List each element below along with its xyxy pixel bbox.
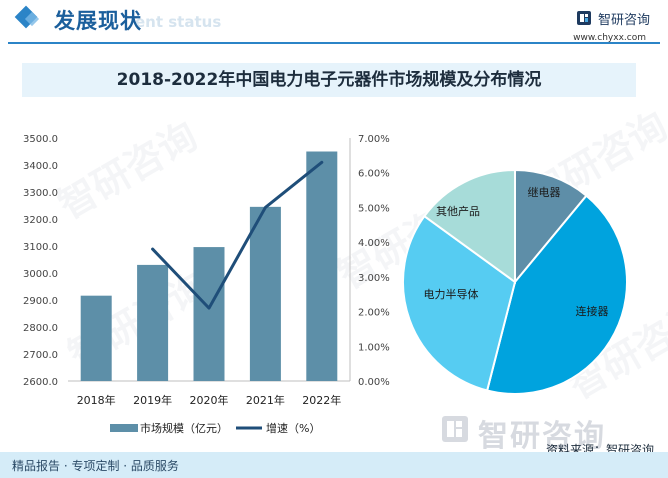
x-tick-label: 2020年 (190, 393, 229, 407)
legend-label-line: 增速（%） (266, 421, 320, 435)
y-right-tick-label: 1.00% (358, 342, 390, 353)
header-title: 发展现状 (54, 9, 142, 33)
header-subtitle-en: ent status (135, 13, 222, 31)
y-left-tick-label: 3100.0 (23, 242, 58, 253)
pie-slice (485, 194, 628, 395)
brand-name: 智研咨询 (597, 12, 650, 28)
brand-logo-icon (576, 11, 591, 25)
y-right-tick-label: 0.00% (358, 377, 390, 388)
y-right-tick-label: 7.00% (358, 134, 390, 145)
chart-title-band: 2018-2022年中国电力电子元器件市场规模及分布情况 (22, 63, 636, 97)
y-left-tick-label: 2900.0 (23, 296, 58, 307)
footer-bar: 精品报告 · 专项定制 · 品质服务 (0, 452, 668, 478)
brand[interactable]: 智研咨询 (576, 8, 650, 28)
y-left-tick-label: 3300.0 (23, 188, 58, 199)
pie-slice (514, 168, 588, 285)
footer-watermark: 智研咨询 (478, 419, 606, 454)
y-right-tick-label: 5.00% (358, 203, 390, 214)
footer-logo-icon (442, 416, 468, 442)
bar (249, 206, 281, 381)
y-left-tick-label: 2700.0 (23, 350, 58, 361)
pie-slice (422, 168, 516, 284)
x-tick-label: 2018年 (77, 393, 116, 407)
pie-slice (402, 214, 517, 392)
bar (80, 295, 112, 381)
y-left-tick-label: 2800.0 (23, 323, 58, 334)
y-left-tick-label: 3000.0 (23, 269, 58, 280)
x-tick-label: 2019年 (133, 393, 172, 407)
bar (306, 151, 338, 381)
legend-swatch-bar (110, 424, 138, 432)
chart-title: 2018-2022年中国电力电子元器件市场规模及分布情况 (116, 70, 542, 90)
bar (193, 247, 225, 381)
y-left-tick-label: 3500.0 (23, 134, 58, 145)
x-tick-label: 2022年 (302, 393, 341, 407)
y-left-tick-label: 3200.0 (23, 215, 58, 226)
pie-slice-label: 继电器 (528, 186, 561, 199)
bar (137, 264, 169, 381)
y-right-tick-label: 6.00% (358, 169, 390, 180)
y-right-tick-label: 4.00% (358, 238, 390, 249)
bar-chart: 2600.0 2700.0 2800.0 2900.0 3000.0 3100.0 3200… (23, 134, 390, 407)
growth-line (151, 160, 324, 310)
page-header: ent status 发展现状 智研咨询 www.chyxx.com (0, 0, 668, 44)
pie-slice-label: 电力半导体 (424, 287, 479, 301)
y-left-tick-label: 2600.0 (23, 377, 58, 388)
pie-slice-label: 连接器 (576, 305, 609, 318)
y-right-tick-label: 2.00% (358, 308, 390, 319)
x-tick-label: 2021年 (246, 393, 285, 407)
header-divider (8, 42, 660, 44)
pie-slice-label: 其他产品 (436, 204, 480, 218)
y-right-tick-label: 3.00% (358, 273, 390, 284)
brand-url[interactable]: www.chyxx.com (573, 33, 646, 43)
chart-legend: 市场规模（亿元） 增速（%） (110, 421, 320, 435)
y-left-tick-label: 3400.0 (23, 161, 58, 172)
footer-slogan: 精品报告 · 专项定制 · 品质服务 (12, 459, 179, 473)
legend-label-bar: 市场规模（亿元） (140, 421, 228, 435)
